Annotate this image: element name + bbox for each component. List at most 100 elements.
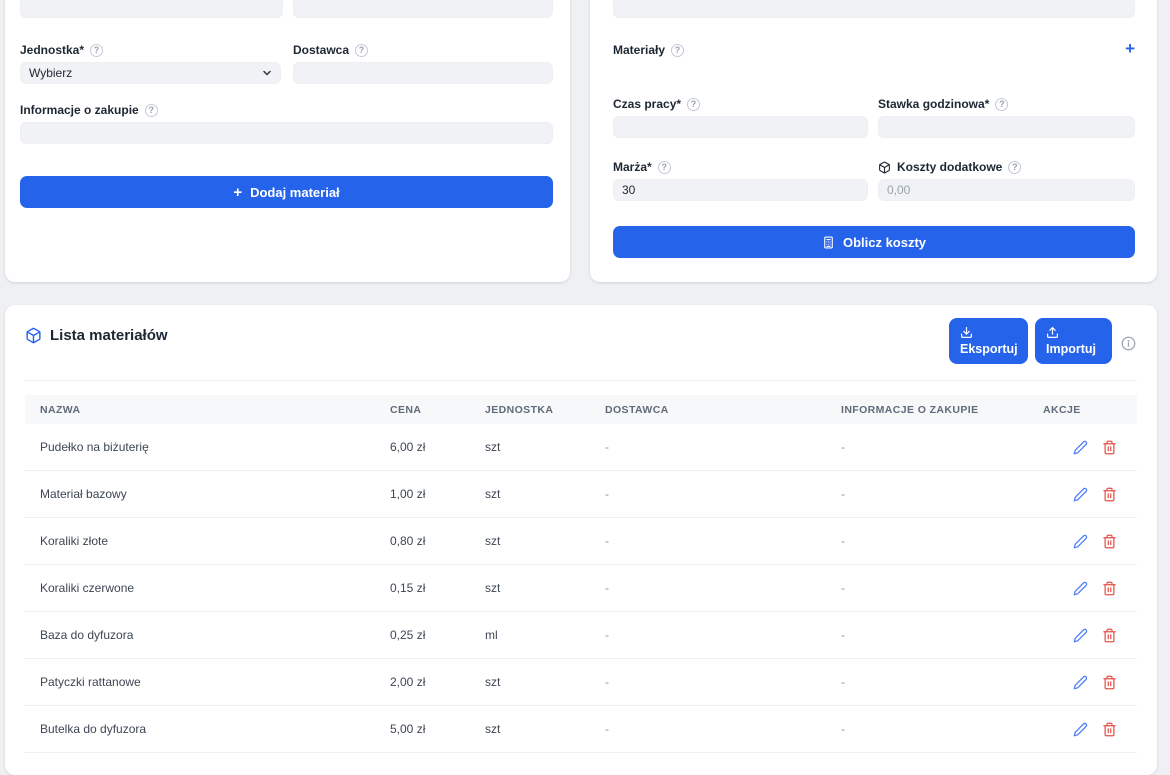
- help-icon[interactable]: ?: [671, 44, 685, 57]
- extra-costs-label: Koszty dodatkowe ?: [878, 161, 1022, 174]
- col-header-actions: AKCJE: [1028, 395, 1137, 424]
- col-header-price: CENA: [375, 395, 470, 424]
- calculate-costs-button[interactable]: Oblicz koszty: [613, 226, 1135, 258]
- material-name: Koraliki czerwone: [25, 564, 375, 612]
- material-unit: szt: [470, 658, 590, 706]
- edit-icon[interactable]: [1073, 722, 1088, 737]
- extra-costs-input[interactable]: [878, 179, 1135, 201]
- material-name: Koraliki złote: [25, 517, 375, 565]
- material-name: Butelka do dyfuzora: [25, 705, 375, 753]
- supplier-label: Dostawca ?: [293, 44, 369, 57]
- material-unit: szt: [470, 564, 590, 612]
- help-icon[interactable]: ?: [687, 98, 701, 111]
- materials-list-card: Lista materiałów Eksportuj Importuj NAZW…: [5, 305, 1157, 775]
- help-icon[interactable]: ?: [1008, 161, 1022, 174]
- delete-icon[interactable]: [1102, 722, 1117, 737]
- supplier-input[interactable]: [293, 62, 553, 84]
- material-unit: szt: [470, 517, 590, 565]
- info-icon[interactable]: [1121, 336, 1136, 351]
- package-icon: [25, 327, 42, 344]
- edit-icon[interactable]: [1073, 440, 1088, 455]
- delete-icon[interactable]: [1102, 628, 1117, 643]
- material-name: Baza do dyfuzora: [25, 611, 375, 659]
- product-name-input[interactable]: [613, 0, 1135, 18]
- hourly-rate-label: Stawka godzinowa* ?: [878, 98, 1009, 111]
- material-price: 0,15 zł: [375, 564, 470, 612]
- material-purchase-info: -: [826, 658, 1028, 706]
- material-price-input[interactable]: [293, 0, 553, 18]
- table-row: Koraliki złote 0,80 zł szt - -: [25, 517, 1137, 565]
- table-row: Butelka do dyfuzora 5,00 zł szt - -: [25, 705, 1137, 753]
- edit-icon[interactable]: [1073, 581, 1088, 596]
- col-header-purchase-info: INFORMACJE O ZAKUPIE: [826, 395, 1028, 424]
- material-price: 0,80 zł: [375, 517, 470, 565]
- material-supplier: -: [590, 517, 826, 565]
- margin-input[interactable]: [613, 179, 868, 201]
- add-calc-material-button[interactable]: +: [1125, 39, 1135, 58]
- material-name-input[interactable]: [20, 0, 283, 18]
- hourly-rate-input[interactable]: [878, 116, 1135, 138]
- margin-label: Marża* ?: [613, 161, 671, 174]
- material-price: 5,00 zł: [375, 705, 470, 753]
- material-purchase-info: -: [826, 705, 1028, 753]
- material-purchase-info: -: [826, 564, 1028, 612]
- materials-label: Materiały ?: [613, 44, 685, 57]
- material-purchase-info: -: [826, 517, 1028, 565]
- export-button[interactable]: Eksportuj: [949, 318, 1028, 364]
- material-unit: szt: [470, 470, 590, 518]
- material-name: Pudełko na biżuterię: [25, 424, 375, 471]
- table-row: Materiał bazowy 1,00 zł szt - -: [25, 470, 1137, 518]
- help-icon[interactable]: ?: [657, 161, 671, 174]
- help-icon[interactable]: ?: [355, 44, 369, 57]
- help-icon[interactable]: ?: [144, 104, 158, 117]
- material-supplier: -: [590, 470, 826, 518]
- edit-icon[interactable]: [1073, 628, 1088, 643]
- add-material-button[interactable]: + Dodaj materiał: [20, 176, 553, 208]
- edit-icon[interactable]: [1073, 675, 1088, 690]
- col-header-unit: JEDNOSTKA: [470, 395, 590, 424]
- col-header-supplier: DOSTAWCA: [590, 395, 826, 424]
- calculator-icon: [822, 236, 835, 249]
- material-price: 6,00 zł: [375, 424, 470, 471]
- unit-label: Jednostka* ?: [20, 44, 104, 57]
- material-unit: ml: [470, 611, 590, 659]
- col-header-name: NAZWA: [25, 395, 375, 424]
- materials-list-title: Lista materiałów: [25, 327, 168, 344]
- material-supplier: -: [590, 424, 826, 471]
- delete-icon[interactable]: [1102, 487, 1117, 502]
- material-price: 1,00 zł: [375, 470, 470, 518]
- material-name: Materiał bazowy: [25, 470, 375, 518]
- table-row: Baza do dyfuzora 0,25 zł ml - -: [25, 611, 1137, 659]
- material-supplier: -: [590, 564, 826, 612]
- table-header-row: NAZWA CENA JEDNOSTKA DOSTAWCA INFORMACJE…: [25, 395, 1137, 424]
- material-name: Patyczki rattanowe: [25, 658, 375, 706]
- delete-icon[interactable]: [1102, 534, 1117, 549]
- material-unit: szt: [470, 705, 590, 753]
- add-material-card: Jednostka* ? Dostawca ? Wybierz Informac…: [5, 0, 570, 282]
- import-button[interactable]: Importuj: [1035, 318, 1112, 364]
- edit-icon[interactable]: [1073, 487, 1088, 502]
- material-supplier: -: [590, 705, 826, 753]
- material-purchase-info: -: [826, 424, 1028, 471]
- purchase-info-label: Informacje o zakupie ?: [20, 104, 158, 117]
- table-row: Koraliki czerwone 0,15 zł szt - -: [25, 564, 1137, 612]
- material-supplier: -: [590, 611, 826, 659]
- help-icon[interactable]: ?: [90, 44, 104, 57]
- unit-select[interactable]: Wybierz: [20, 62, 281, 84]
- delete-icon[interactable]: [1102, 675, 1117, 690]
- download-icon: [960, 326, 973, 339]
- table-row: Pudełko na biżuterię 6,00 zł szt - -: [25, 424, 1137, 471]
- help-icon[interactable]: ?: [995, 98, 1009, 111]
- table-row: Patyczki rattanowe 2,00 zł szt - -: [25, 658, 1137, 706]
- work-time-input[interactable]: [613, 116, 868, 138]
- delete-icon[interactable]: [1102, 581, 1117, 596]
- material-supplier: -: [590, 658, 826, 706]
- materials-table: NAZWA CENA JEDNOSTKA DOSTAWCA INFORMACJE…: [25, 395, 1137, 753]
- edit-icon[interactable]: [1073, 534, 1088, 549]
- material-price: 2,00 zł: [375, 658, 470, 706]
- purchase-info-input[interactable]: [20, 122, 553, 144]
- cost-calculator-card: Materiały ? + Czas pracy* ? Stawka godzi…: [590, 0, 1157, 282]
- delete-icon[interactable]: [1102, 440, 1117, 455]
- upload-icon: [1046, 326, 1059, 339]
- material-purchase-info: -: [826, 611, 1028, 659]
